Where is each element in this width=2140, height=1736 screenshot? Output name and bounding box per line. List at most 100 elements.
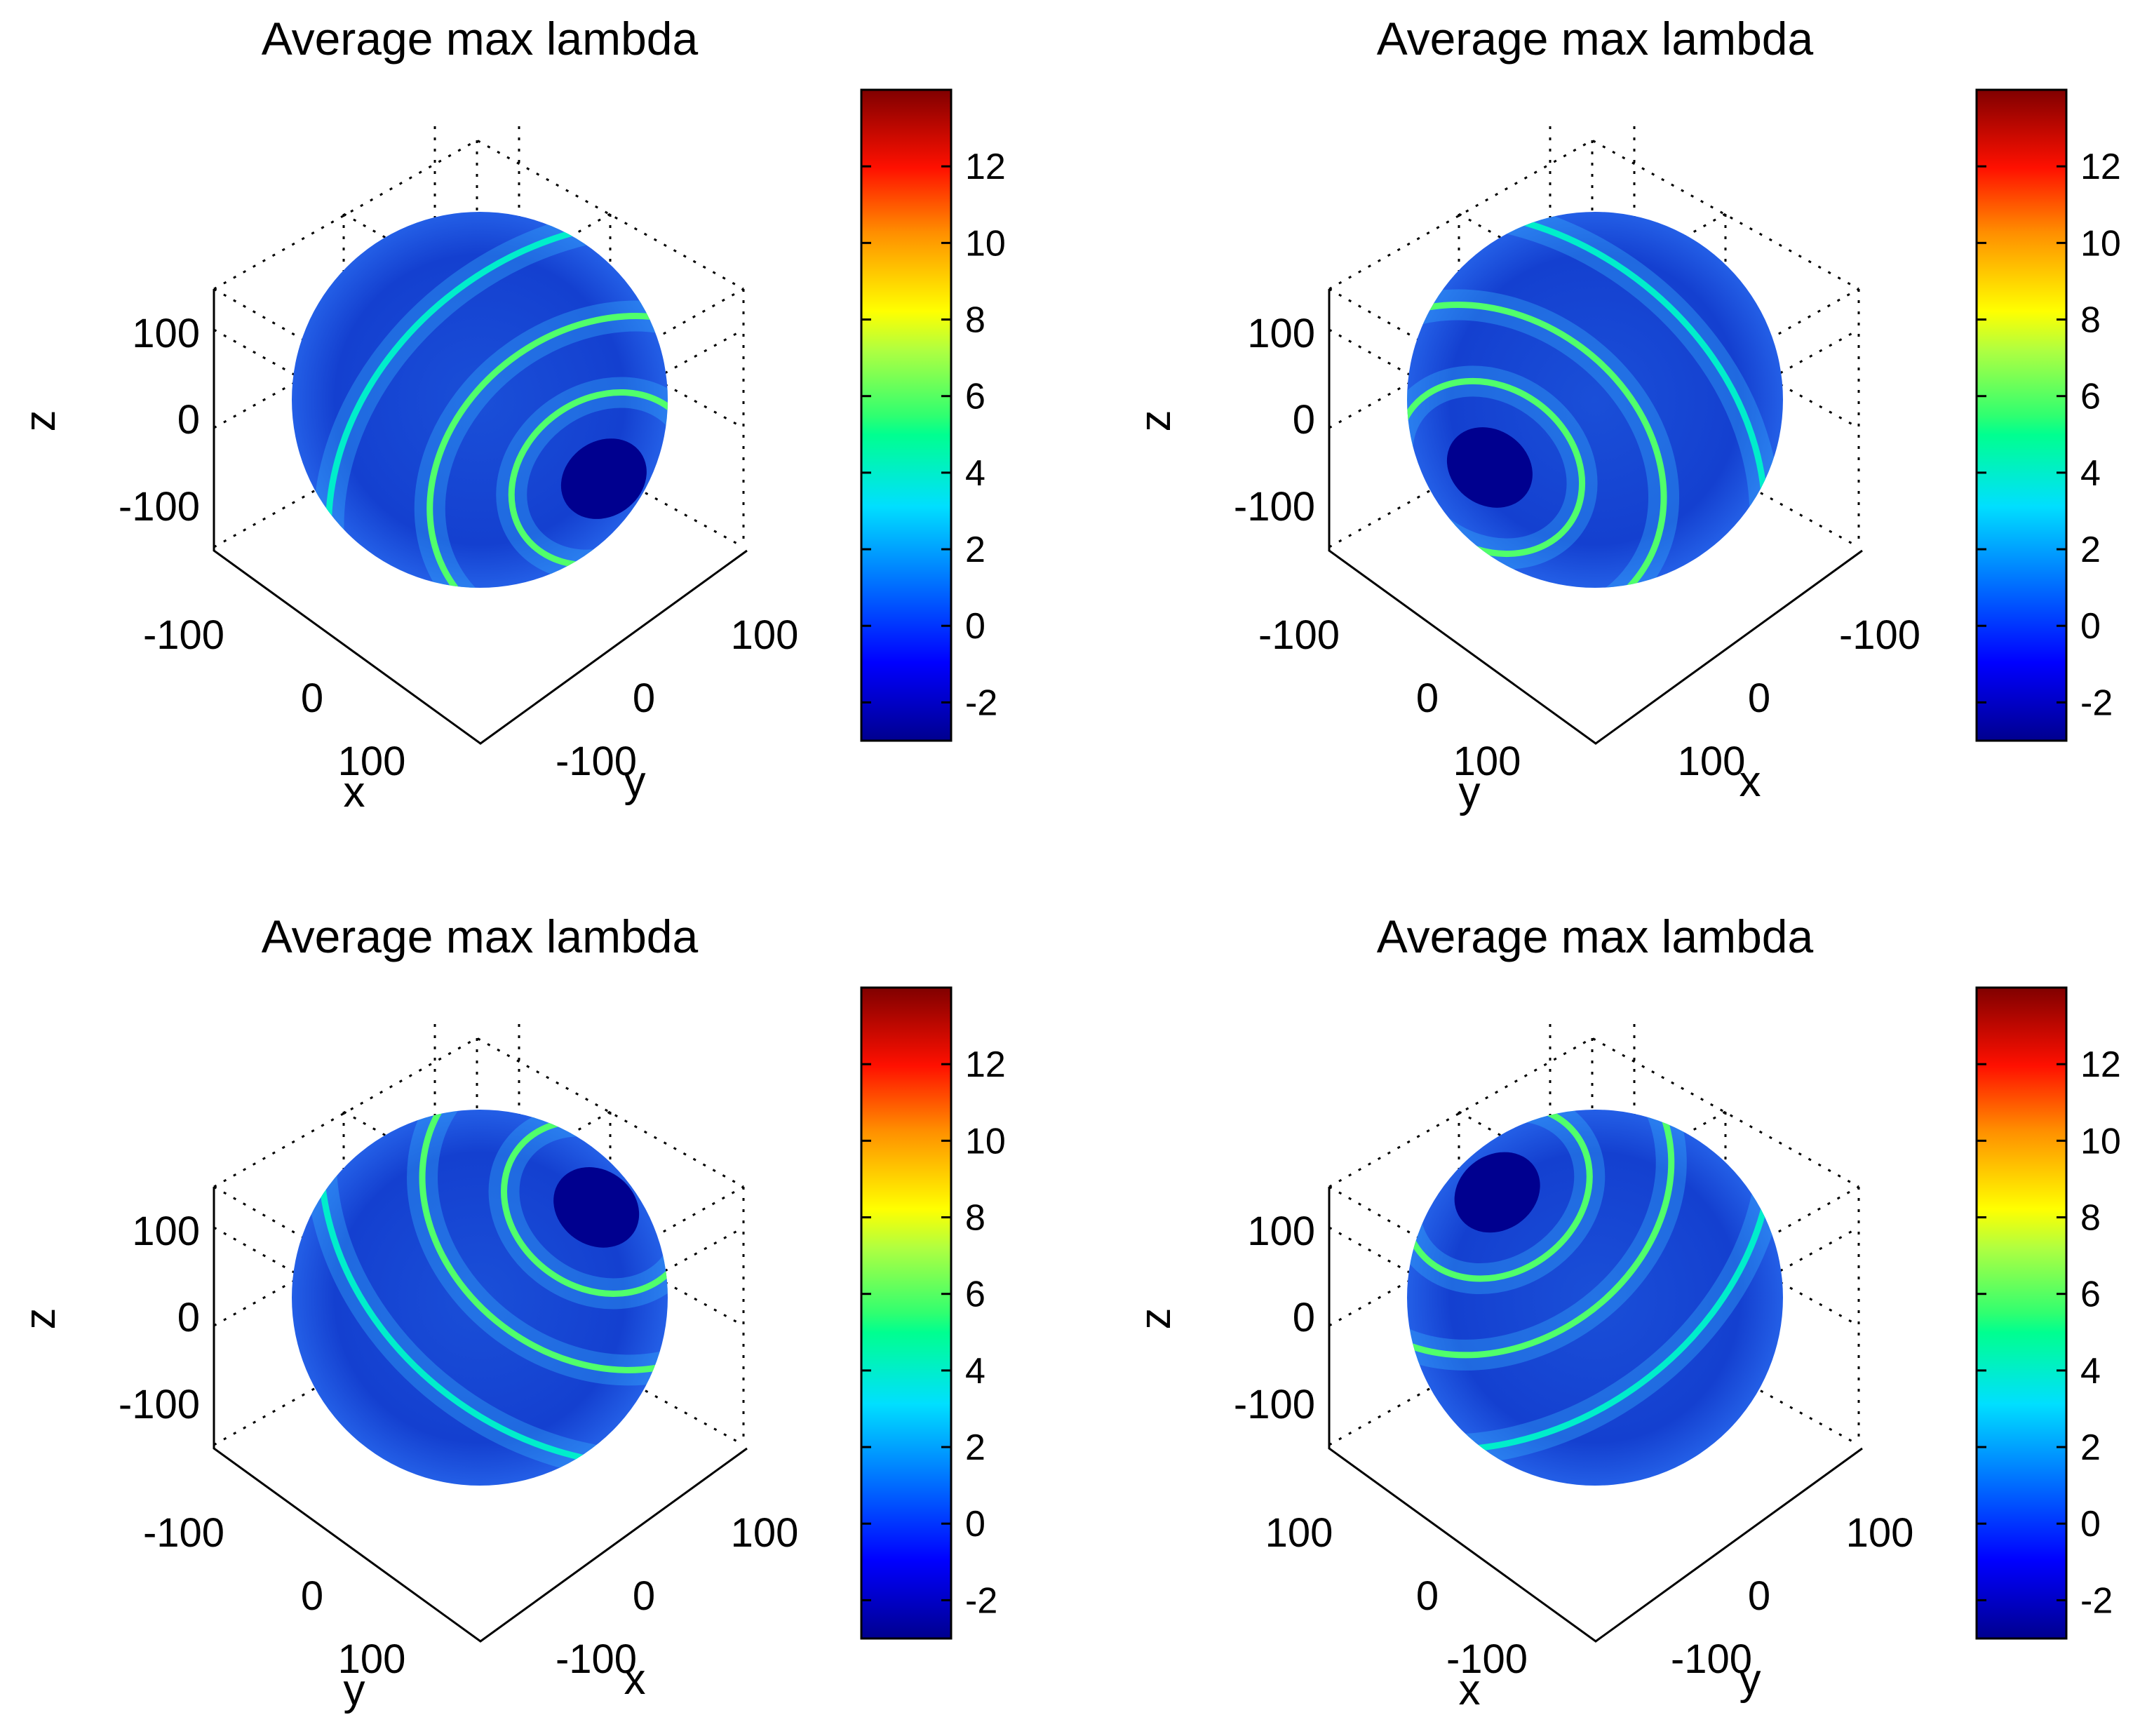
colorbar-tick-label: 12: [2080, 147, 2121, 187]
band-line: [419, 1110, 668, 1373]
grid-line: [1328, 139, 1859, 290]
subplot-2: Average max lambda 100 0 -100 z -100 0 100 -100 0…: [1131, 13, 2121, 816]
left-axis-label: y: [344, 1666, 365, 1714]
z-tick-label: -100: [119, 1382, 200, 1427]
right-axis-label: x: [624, 1655, 646, 1704]
left-axis-tick: 0: [1416, 675, 1439, 721]
z-axis-label: z: [16, 1308, 65, 1330]
left-axis-label: x: [344, 768, 365, 816]
colorbar-tick-label: 10: [965, 223, 1006, 264]
grid-line: [213, 1037, 744, 1188]
colorbar-tick-label: 10: [965, 1121, 1006, 1162]
colorbar-tick-label: -2: [2080, 682, 2113, 723]
left-axis-tick: 0: [301, 675, 323, 721]
colorbar: [861, 90, 951, 741]
right-axis-tick: -100: [556, 1636, 637, 1682]
right-axis-tick: -100: [1839, 612, 1920, 658]
left-axis-tick: 0: [301, 1573, 323, 1619]
z-axis-label: z: [1131, 410, 1180, 432]
band-line: [1407, 1110, 1776, 1453]
right-axis-label: x: [1739, 758, 1761, 806]
colorbar: [1977, 90, 2066, 741]
z-tick-label: 0: [177, 1295, 200, 1340]
z-tick-label: -100: [119, 484, 200, 530]
plot-title: Average max lambda: [1377, 13, 1814, 65]
colorbar-frame: [860, 88, 953, 742]
dark-spot: [560, 438, 647, 519]
right-axis-tick: 0: [633, 1573, 655, 1619]
plot-title: Average max lambda: [262, 910, 699, 962]
z-tick-label: 0: [1293, 1295, 1315, 1340]
z-axis-label: z: [1131, 1308, 1180, 1330]
band-line: [1407, 301, 1667, 588]
left-axis-tick: -100: [143, 1510, 224, 1556]
axis-line: [1328, 1189, 1863, 1643]
z-tick-label: -100: [1234, 1382, 1315, 1427]
plot-title: Average max lambda: [262, 13, 699, 65]
band-line: [325, 218, 668, 588]
colorbar-frame: [1975, 986, 2068, 1640]
dark-spot: [1454, 1152, 1540, 1233]
z-tick-label: 0: [1293, 397, 1315, 443]
z-tick-label: 100: [132, 311, 200, 356]
left-axis-tick: 0: [1416, 1573, 1439, 1619]
colorbar-tick-label: 8: [2080, 1198, 2101, 1239]
right-axis-tick: 100: [1846, 1510, 1914, 1556]
left-axis-label: y: [1459, 768, 1481, 816]
z-tick-label: 100: [1247, 311, 1315, 356]
colorbar-tick-label: 8: [2080, 300, 2101, 341]
left-axis-tick: -100: [143, 612, 224, 658]
colorbar-tick-label: 4: [2080, 453, 2101, 494]
colorbar-tick-label: 4: [965, 1351, 985, 1392]
z-tick-label: 100: [132, 1209, 200, 1254]
colorbar-tick-label: -2: [2080, 1580, 2113, 1621]
right-axis-tick: -100: [556, 739, 637, 784]
colorbar-tick-label: 2: [965, 1427, 985, 1468]
axis-line: [1328, 291, 1863, 745]
colorbar-tick-label: 8: [965, 1198, 985, 1239]
right-axis-tick: 100: [1678, 739, 1746, 784]
colorbar-tick-label: 12: [965, 1044, 1006, 1085]
colorbar-tick-label: 2: [2080, 1427, 2101, 1468]
band-line: [1407, 212, 1768, 588]
axis-line: [213, 1189, 748, 1643]
colorbar-tick-label: 8: [965, 300, 985, 341]
colorbar-tick-label: 12: [2080, 1044, 2121, 1085]
colorbar-tick-label: 0: [965, 606, 985, 647]
right-axis-tick: -100: [1671, 1636, 1752, 1682]
sphere-bands: [305, 1110, 668, 1481]
dark-spot: [553, 1167, 640, 1248]
colorbar-tick-label: 6: [965, 377, 985, 417]
right-axis-tick: 0: [1748, 1573, 1770, 1619]
colorbar-frame: [860, 986, 953, 1640]
left-axis-tick: -100: [1446, 1636, 1528, 1682]
colorbar-tick-label: -2: [965, 682, 997, 723]
colorbar-tick-label: 6: [965, 1274, 985, 1315]
band-line: [318, 1110, 668, 1468]
band-line: [426, 313, 668, 588]
colorbar-tick-label: 6: [2080, 377, 2101, 417]
axis-line: [213, 291, 748, 745]
right-axis-label: y: [624, 758, 646, 806]
colorbar-tick-label: 2: [2080, 530, 2101, 570]
subplot-3: Average max lambda1000-100z-10001001000-…: [16, 910, 1006, 1714]
subplot-4: Average max lambda1000-100z1000-1001000-…: [1131, 910, 2121, 1714]
grid-line: [213, 139, 744, 290]
grid-line: [1328, 1037, 1859, 1188]
left-axis-tick: -100: [1258, 612, 1340, 658]
colorbar-tick-label: 12: [965, 147, 1006, 187]
right-axis-label: y: [1739, 1655, 1761, 1704]
colorbar-tick-label: 10: [2080, 223, 2121, 264]
colorbar-tick-label: -2: [965, 1580, 997, 1621]
colorbar: [1977, 988, 2066, 1639]
left-axis-label: x: [1459, 1666, 1481, 1714]
right-axis-tick: 100: [731, 612, 799, 658]
colorbar-tick-label: 6: [2080, 1274, 2101, 1315]
colorbar-tick-label: 0: [2080, 1504, 2101, 1545]
colorbar-tick-label: 0: [2080, 606, 2101, 647]
z-axis-label: z: [16, 410, 65, 432]
z-tick-label: -100: [1234, 484, 1315, 530]
dark-spot: [1446, 427, 1533, 508]
colorbar-tick-label: 4: [2080, 1351, 2101, 1392]
